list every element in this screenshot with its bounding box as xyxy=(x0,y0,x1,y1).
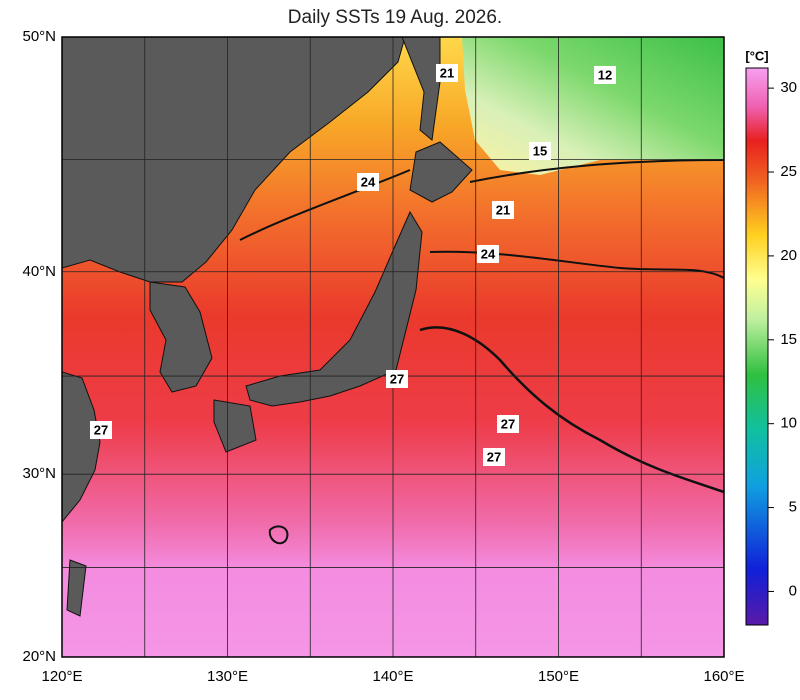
contour-label: 27 xyxy=(487,449,501,464)
contour-label: 27 xyxy=(501,416,515,431)
colorbar-tick-label: 5 xyxy=(789,499,797,516)
contour-line xyxy=(469,159,724,183)
map-body: 21 12 15 24 21 24 27 27 27 27 xyxy=(62,37,724,657)
contour-label-box xyxy=(492,201,514,219)
contour-label: 27 xyxy=(94,422,108,437)
colorbar-unit: [°C] xyxy=(745,48,768,63)
contour-label-box xyxy=(497,415,519,433)
contour-label-box xyxy=(477,245,499,263)
colorbar-tick-label: 0 xyxy=(789,582,797,599)
contour-label-box xyxy=(594,66,616,84)
colorbar-tick-label: 20 xyxy=(780,247,797,264)
lon-tick-label: 140°E xyxy=(372,668,413,685)
contour-label-box xyxy=(436,64,458,82)
contour-label: 24 xyxy=(481,246,496,261)
graticule xyxy=(62,37,724,657)
contour-label: 27 xyxy=(390,371,404,386)
lon-tick-label: 120°E xyxy=(41,668,82,685)
colorbar-tick-label: 30 xyxy=(780,79,797,96)
lat-tick-label: 20°N xyxy=(22,648,56,665)
map-frame xyxy=(61,36,725,658)
contour-label: 12 xyxy=(598,67,612,82)
colorbar xyxy=(745,67,769,626)
contour-label: 15 xyxy=(533,143,547,158)
lon-tick-label: 160°E xyxy=(703,668,744,685)
contour-label-box xyxy=(483,448,505,466)
contour-label-box xyxy=(357,173,379,191)
contour-label: 21 xyxy=(496,202,510,217)
lat-tick-label: 40°N xyxy=(22,263,56,280)
contour-labels: 21 12 15 24 21 24 27 27 27 27 xyxy=(90,64,616,466)
contour-line xyxy=(268,525,289,545)
cold-water xyxy=(462,37,724,175)
contour-label-box xyxy=(386,370,408,388)
contour-label: 21 xyxy=(440,65,454,80)
map-title: Daily SSTs 19 Aug. 2026. xyxy=(288,7,502,28)
colorbar-tick-label: 25 xyxy=(780,163,797,180)
colorbar-tick-label: 15 xyxy=(780,331,797,348)
contour-label-box xyxy=(529,142,551,160)
land xyxy=(62,37,473,617)
lat-tick-label: 50°N xyxy=(22,28,56,45)
lon-tick-label: 130°E xyxy=(207,668,248,685)
contour-label-box xyxy=(90,421,112,439)
lat-tick-label: 30°N xyxy=(22,465,56,482)
lon-tick-label: 150°E xyxy=(538,668,579,685)
colorbar-tick-label: 10 xyxy=(780,415,797,432)
contour-label: 24 xyxy=(361,174,376,189)
contour-line xyxy=(239,169,411,241)
